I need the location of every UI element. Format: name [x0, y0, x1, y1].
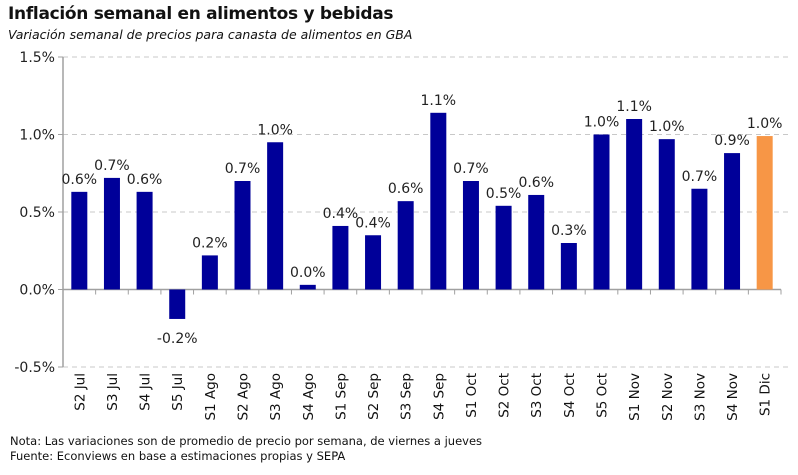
x-tick-label: S4 Ago [301, 373, 317, 421]
x-tick-label: S3 Oct [529, 373, 545, 418]
x-tick-label: S3 Sep [399, 373, 415, 420]
x-tick-label: S4 Oct [562, 373, 578, 418]
bar [691, 188, 708, 290]
bar [332, 225, 349, 290]
data-label: 0.7% [682, 169, 718, 185]
data-label: 0.7% [94, 158, 130, 174]
note-text: Nota: Las variaciones son de promedio de… [10, 434, 483, 448]
bar [365, 235, 382, 290]
bar [201, 255, 218, 290]
data-label: 1.1% [616, 99, 652, 115]
bar [397, 201, 414, 290]
x-tick-label: S2 Ago [236, 373, 252, 421]
source-text: Fuente: Econviews en base a estimaciones… [10, 449, 346, 463]
y-tick-label: 0.0% [19, 283, 55, 299]
data-label: 1.0% [257, 122, 293, 138]
data-label: 0.3% [551, 223, 587, 239]
data-label: 0.6% [388, 181, 424, 197]
data-label: 1.0% [747, 116, 783, 132]
bar [103, 177, 120, 290]
x-tick-label: S4 Jul [138, 373, 154, 411]
x-tick-label: S1 Sep [333, 373, 349, 420]
x-tick-label: S2 Oct [497, 373, 513, 418]
data-label: 1.0% [584, 115, 620, 131]
bar-chart: -0.5% 0.0% 0.5% 1.0% 1.5% 0.6% S2 Jul 0.7% S3 Ju… [14, 50, 790, 421]
y-tick-label: 1.0% [19, 128, 55, 144]
x-tick-label: S1 Oct [464, 373, 480, 418]
x-tick-label: S4 Nov [725, 373, 741, 421]
x-tick-label: S1 Nov [627, 373, 643, 421]
x-tick-label: S1 Ago [203, 373, 219, 421]
x-tick-label: S3 Jul [105, 373, 121, 411]
bar [462, 181, 479, 290]
chart-title: Inflación semanal en alimentos y bebidas [8, 4, 394, 24]
bar [136, 191, 153, 290]
data-label: 0.7% [453, 161, 489, 177]
data-label: 0.2% [192, 235, 228, 251]
data-label: 0.6% [62, 172, 98, 188]
data-label: 0.4% [355, 215, 391, 231]
x-tick-label: S3 Nov [692, 373, 708, 421]
bar [71, 191, 88, 290]
x-tick-label: S2 Nov [660, 373, 676, 421]
bar [169, 289, 186, 319]
data-label: 0.4% [323, 206, 359, 222]
bar [234, 181, 251, 290]
x-tick-label: S5 Jul [170, 373, 186, 411]
x-tick-label: S1 Dic [758, 373, 774, 416]
bar [593, 134, 610, 290]
x-tick-label: S5 Oct [595, 373, 611, 418]
bar [658, 139, 675, 290]
data-label: 1.0% [649, 119, 685, 135]
chart-subtitle: Variación semanal de precios para canast… [8, 27, 413, 42]
bar [756, 136, 773, 290]
bar [626, 119, 643, 290]
data-label: 0.6% [127, 172, 163, 188]
data-label: 0.9% [714, 133, 750, 149]
y-tick-label: 0.5% [19, 205, 55, 221]
bar [560, 243, 577, 290]
bar [299, 284, 316, 290]
data-label: -0.2% [157, 331, 198, 347]
bar [267, 142, 284, 290]
data-label: 1.1% [421, 93, 457, 109]
bar [430, 112, 447, 290]
x-tick-label: S2 Sep [366, 373, 382, 420]
data-label: 0.0% [290, 265, 326, 281]
data-label: 0.7% [225, 161, 261, 177]
bar [724, 153, 741, 290]
x-tick-label: S3 Ago [268, 373, 284, 421]
bar [495, 205, 512, 290]
y-tick-label: 1.5% [19, 50, 55, 66]
data-label: 0.6% [518, 175, 554, 191]
y-tick-label: -0.5% [14, 360, 55, 376]
x-tick-label: S4 Sep [431, 373, 447, 420]
data-label: 0.5% [486, 186, 522, 202]
bar [528, 194, 545, 290]
x-tick-label: S2 Jul [72, 373, 88, 411]
